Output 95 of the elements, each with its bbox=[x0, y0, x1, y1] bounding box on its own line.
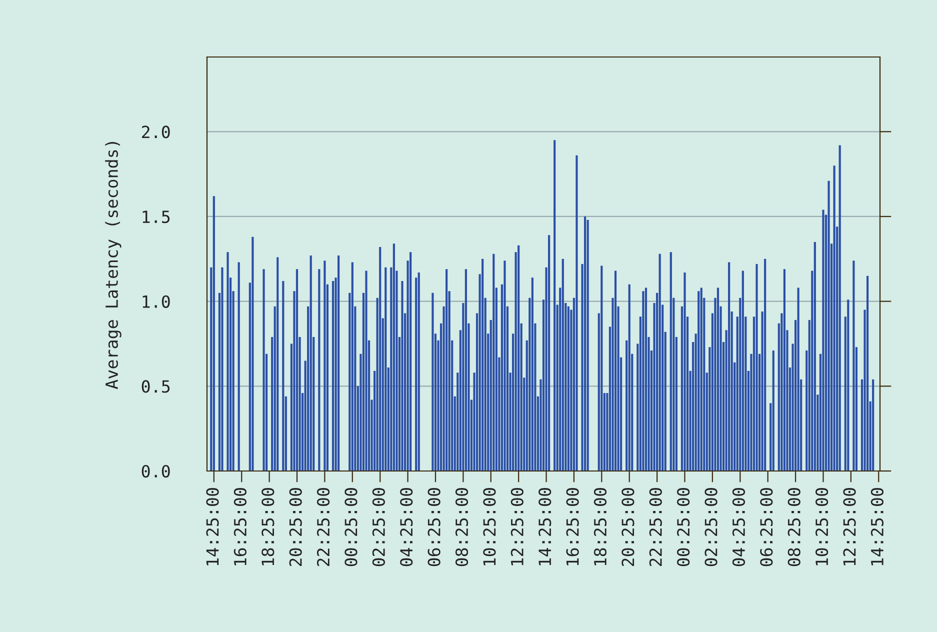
bar bbox=[764, 258, 766, 471]
x-tick-label: 00:25:00 bbox=[677, 488, 690, 566]
x-tick-label: 10:25:00 bbox=[816, 488, 828, 566]
bar bbox=[698, 291, 700, 471]
bar bbox=[518, 245, 520, 471]
bar bbox=[642, 291, 644, 471]
bar bbox=[742, 270, 744, 471]
bar bbox=[432, 292, 434, 471]
y-tick-label: 1.5 bbox=[142, 210, 170, 224]
x-tick-label: 08:25:00 bbox=[455, 488, 468, 566]
bar bbox=[576, 155, 578, 471]
x-tick-label: 02:25:00 bbox=[372, 488, 385, 566]
x-tick-label: 04:25:00 bbox=[732, 488, 746, 566]
bar bbox=[446, 269, 448, 471]
bar bbox=[828, 180, 830, 471]
bar bbox=[379, 247, 382, 471]
bar bbox=[584, 216, 586, 471]
bar bbox=[554, 140, 556, 471]
bar bbox=[482, 258, 484, 471]
x-tick-label: 14:25:00 bbox=[870, 488, 884, 566]
bar bbox=[365, 270, 368, 471]
bar bbox=[852, 260, 855, 471]
bar bbox=[562, 258, 564, 471]
bar bbox=[644, 288, 648, 471]
bar bbox=[238, 262, 240, 471]
bar bbox=[548, 235, 550, 471]
bar bbox=[814, 242, 816, 471]
bar bbox=[392, 244, 395, 471]
bar bbox=[797, 288, 800, 471]
x-tick-label: 20:25:00 bbox=[622, 488, 634, 566]
y-axis-title: Average Latency (seconds) bbox=[105, 142, 122, 390]
bar bbox=[401, 280, 404, 471]
bar bbox=[332, 280, 334, 471]
bar bbox=[872, 379, 874, 471]
bar bbox=[338, 256, 340, 471]
bar bbox=[531, 278, 534, 471]
bar bbox=[262, 269, 265, 471]
bar bbox=[838, 145, 841, 471]
bar bbox=[282, 280, 284, 471]
x-tick-label: 06:25:00 bbox=[428, 488, 440, 566]
x-tick-label: 04:25:00 bbox=[400, 488, 413, 566]
bar bbox=[847, 300, 850, 471]
bar bbox=[728, 262, 730, 471]
y-tick-label: 0.5 bbox=[142, 380, 170, 393]
bar bbox=[684, 272, 686, 471]
bar bbox=[324, 260, 326, 471]
bar bbox=[310, 256, 312, 471]
bar bbox=[716, 288, 720, 471]
bar bbox=[464, 269, 467, 471]
x-tick-label: 00:25:00 bbox=[344, 488, 358, 566]
x-tick-label: 14:25:00 bbox=[538, 488, 552, 566]
bar bbox=[658, 254, 661, 471]
bar bbox=[772, 350, 774, 471]
bar bbox=[783, 269, 786, 471]
bar bbox=[492, 254, 495, 471]
x-tick-label: 22:25:00 bbox=[316, 488, 330, 566]
x-tick-label: 16:25:00 bbox=[566, 488, 579, 566]
x-tick-label: 06:25:00 bbox=[760, 488, 773, 566]
bar bbox=[628, 284, 630, 471]
x-tick-label: 22:25:00 bbox=[649, 488, 662, 566]
bar bbox=[276, 257, 279, 471]
bar bbox=[504, 260, 506, 471]
bar bbox=[212, 196, 215, 471]
x-tick-label: 02:25:00 bbox=[704, 488, 718, 566]
x-tick-label: 16:25:00 bbox=[234, 488, 246, 566]
bar bbox=[418, 272, 420, 471]
x-tick-label: 10:25:00 bbox=[483, 488, 496, 566]
bar bbox=[221, 267, 224, 471]
x-tick-label: 14:25:00 bbox=[206, 488, 219, 566]
bar bbox=[296, 269, 298, 471]
bar bbox=[318, 269, 320, 471]
bar bbox=[866, 276, 869, 471]
bar bbox=[822, 210, 824, 471]
bar bbox=[700, 288, 702, 471]
bar bbox=[586, 220, 589, 471]
bar bbox=[567, 306, 570, 471]
x-tick-label: 20:25:00 bbox=[289, 488, 302, 566]
bar bbox=[833, 166, 836, 471]
y-tick-label: 1.0 bbox=[142, 295, 170, 308]
bar bbox=[600, 266, 603, 471]
x-tick-label: 18:25:00 bbox=[262, 488, 274, 566]
x-tick-label: 18:25:00 bbox=[594, 488, 607, 566]
bar bbox=[756, 264, 758, 471]
x-tick-label: 12:25:00 bbox=[510, 488, 524, 566]
bar bbox=[410, 252, 412, 471]
x-tick-label: 08:25:00 bbox=[788, 488, 800, 566]
bar bbox=[226, 252, 229, 471]
bar bbox=[614, 270, 617, 471]
bar bbox=[670, 252, 672, 471]
bar bbox=[351, 262, 354, 471]
y-tick-label: 0.0 bbox=[142, 465, 170, 478]
x-tick-label: 12:25:00 bbox=[843, 488, 856, 566]
bar bbox=[384, 267, 387, 471]
bar bbox=[252, 236, 254, 471]
y-tick-label: 2.0 bbox=[142, 126, 170, 138]
